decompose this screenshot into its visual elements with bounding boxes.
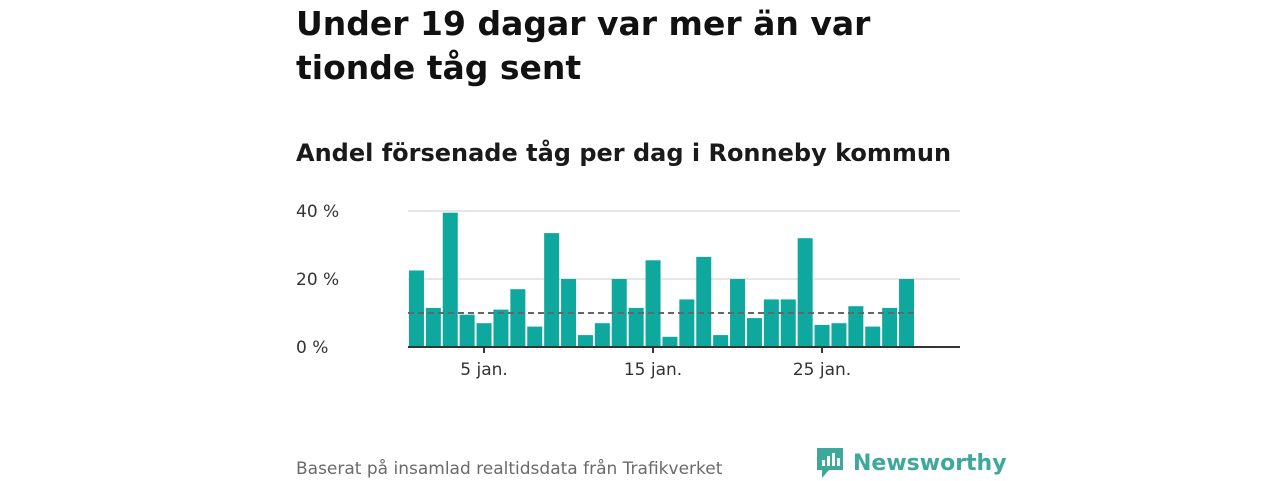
y-tick-label: 40 % [296,202,339,222]
bar [746,318,762,347]
bar [797,238,813,347]
bar [713,335,729,347]
bar [730,279,746,347]
brand-logo[interactable]: Newsworthy [815,446,1007,480]
x-tick-label: 25 jan. [793,360,851,380]
x-tick-label: 15 jan. [624,360,682,380]
chart-subtitle: Andel försenade tåg per dag i Ronneby ko… [296,139,952,167]
bar [899,279,915,347]
bar [628,307,644,347]
bar [831,323,847,347]
bar [882,307,898,347]
bar [696,256,712,347]
bar [594,323,610,347]
bar [763,299,779,347]
bar [408,270,424,347]
chart-title: Under 19 dagar var mer än var tionde tåg… [296,4,871,87]
bars [408,212,915,347]
bar [780,299,796,347]
y-tick-label: 0 % [296,338,328,358]
bar [476,323,492,347]
bar [645,260,661,347]
y-tick-label: 20 % [296,270,339,290]
bar [662,336,678,347]
bar [577,335,593,347]
bar [493,309,509,347]
brand-name: Newsworthy [853,450,1007,476]
bar [679,299,695,347]
bar [544,233,560,347]
bar-chart: 0 % 20 % 40 % 5 jan. 15 jan. 25 jan. [296,202,960,380]
bar [510,289,526,347]
grid-lines [408,210,960,280]
bar [425,307,441,347]
bar [442,212,458,347]
bar [865,326,881,347]
tick-labels: 0 % 20 % 40 % 5 jan. 15 jan. 25 jan. [296,202,851,380]
newsworthy-logo-icon [817,448,843,478]
bar [527,326,543,347]
bar [459,314,475,347]
axes [408,346,960,353]
x-tick-label: 5 jan. [460,360,508,380]
bar [848,306,864,347]
bar [814,324,830,347]
source-note: Baserat på insamlad realtidsdata från Tr… [296,459,723,479]
